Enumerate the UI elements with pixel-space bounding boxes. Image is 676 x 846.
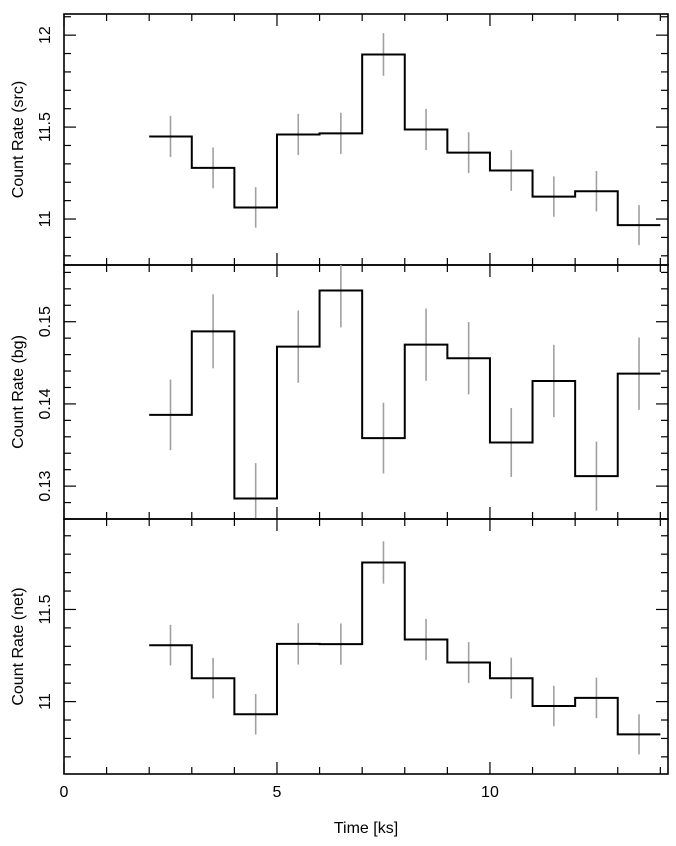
plot-frame xyxy=(63,264,669,520)
y-tick-label: 0.15 xyxy=(37,306,54,337)
y-tick-label: 11 xyxy=(37,211,54,228)
y-tick-label: 0.14 xyxy=(37,388,54,419)
panel-3: 11 11.5 Count Rate (net) xyxy=(10,518,669,775)
y-tick-label: 0.13 xyxy=(37,470,54,501)
plot-frame xyxy=(63,518,669,775)
y-tick-label: 11.5 xyxy=(37,594,54,624)
step-line xyxy=(149,53,661,227)
plot-frame xyxy=(63,13,669,266)
x-tick-label: 10 xyxy=(481,784,499,801)
y-tick-label: 11 xyxy=(37,693,54,710)
y-axis-label: Count Rate (src) xyxy=(10,81,27,198)
y-tick-label: 11.5 xyxy=(37,112,54,142)
panel-1: 11 11.5 12 Count Rate (src) xyxy=(10,13,669,266)
y-axis-label: Count Rate (bg) xyxy=(10,335,27,449)
step-line xyxy=(149,561,661,736)
y-tick-label: 12 xyxy=(37,26,54,44)
x-tick-label: 0 xyxy=(60,784,69,801)
step-line xyxy=(149,289,661,500)
panel-2: 0.13 0.14 0.15 Count Rate (bg) xyxy=(10,264,669,520)
x-tick-label: 5 xyxy=(273,784,282,801)
y-axis-label: Count Rate (net) xyxy=(10,587,27,705)
x-axis-label: Time [ks] xyxy=(334,820,398,837)
